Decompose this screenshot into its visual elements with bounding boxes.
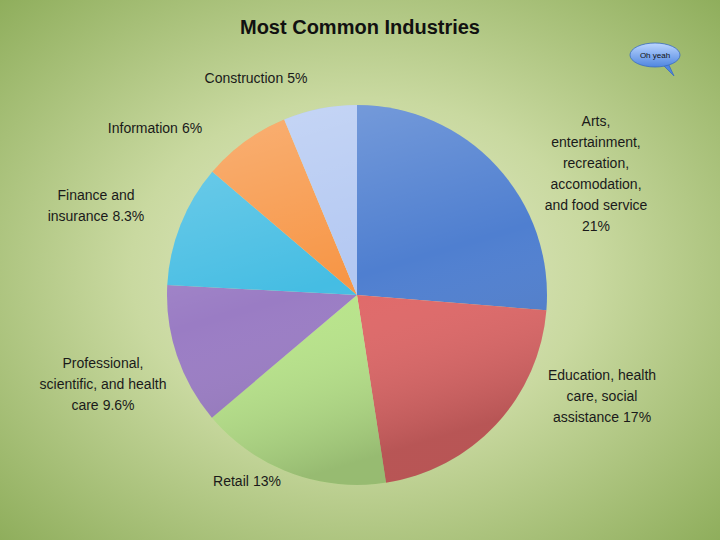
value-label: 13%: [253, 473, 281, 489]
value-label: 17%: [623, 409, 651, 425]
category-label: insurance: [48, 208, 109, 224]
category-label: care, social: [567, 388, 638, 404]
category-label: entertainment,: [551, 134, 641, 150]
value-label: 21%: [582, 218, 610, 234]
category-label: Professional,: [63, 355, 144, 371]
slice-label: care, social: [567, 388, 638, 404]
value-label: 8.3%: [112, 208, 144, 224]
slice-label: care 9.6%: [71, 397, 134, 413]
category-label: Information: [108, 120, 178, 136]
speech-bubble: Oh yeah: [630, 43, 680, 76]
category-label: assistance: [553, 409, 619, 425]
slice-label: Information6%: [108, 120, 202, 136]
slice-label: scientific, and health: [40, 376, 167, 392]
pie: [167, 105, 547, 485]
category-label: Finance and: [57, 187, 134, 203]
category-label: Retail: [213, 473, 249, 489]
category-label: care: [71, 397, 98, 413]
value-label: 9.6%: [103, 397, 135, 413]
slice-label: and food service: [545, 197, 648, 213]
value-label: 5%: [287, 70, 307, 86]
slice-label: Retail13%: [213, 473, 281, 489]
chart-title: Most Common Industries: [240, 16, 480, 38]
slice-label: assistance17%: [553, 409, 651, 425]
category-label: recreation,: [563, 155, 629, 171]
annotation: Oh yeah: [640, 51, 670, 60]
slice-label: Construction5%: [205, 70, 308, 86]
category-label: accomodation,: [550, 176, 641, 192]
slice-label: Professional,: [63, 355, 144, 371]
pie-shading: [167, 105, 547, 485]
slice-label: Education, health: [548, 367, 656, 383]
category-label: and food service: [545, 197, 648, 213]
pie-slice: [167, 285, 357, 418]
slice-label: recreation,: [563, 155, 629, 171]
slice-label: accomodation,: [550, 176, 641, 192]
value-label: 6%: [182, 120, 202, 136]
slice-label: Arts,: [582, 113, 611, 129]
category-label: Construction: [205, 70, 284, 86]
pie-slice: [284, 105, 357, 295]
chart: Most Common Industries Arts, entertainment…: [0, 0, 720, 540]
slice-label: Finance and: [57, 187, 134, 203]
slice-label: insurance8.3%: [48, 208, 145, 224]
slice-label: 21%: [582, 218, 610, 234]
pie-slice: [357, 105, 547, 310]
category-label: Education, health: [548, 367, 656, 383]
pie-slice: [357, 295, 546, 483]
category-label: Arts,: [582, 113, 611, 129]
slice-label: entertainment,: [551, 134, 641, 150]
category-label: scientific, and health: [40, 376, 167, 392]
